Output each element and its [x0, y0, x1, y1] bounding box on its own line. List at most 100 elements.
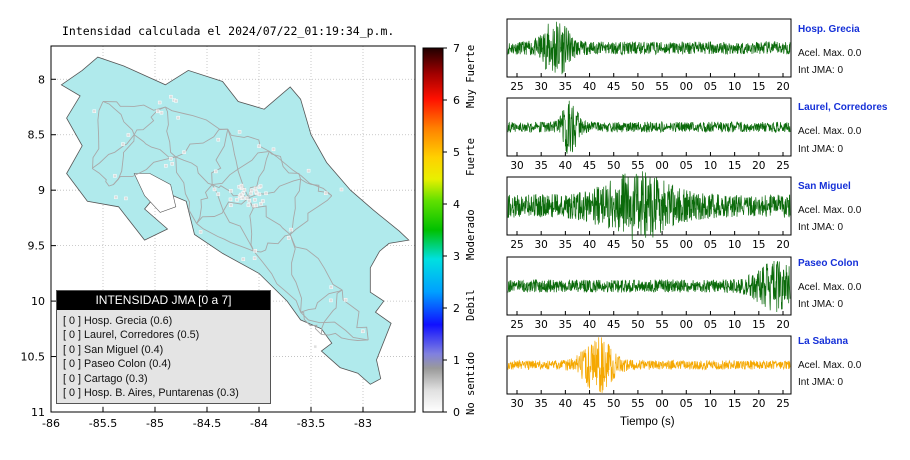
time-tick-label: 35 [534, 160, 547, 172]
city-marker [247, 199, 252, 203]
city-marker [237, 130, 242, 134]
city-marker [124, 196, 128, 201]
station-name: La Sabana [798, 336, 849, 347]
time-tick-label: 05 [680, 160, 693, 172]
city-marker [239, 192, 243, 197]
seismogram-panel: 25 30 35 40 45 50 55 00 05 10 15 20 [506, 171, 792, 251]
costa-rica-land [60, 56, 410, 385]
station-acel: Acel. Max. 0.0 [798, 126, 862, 137]
road [300, 311, 369, 341]
city-marker [261, 199, 265, 203]
time-tick-label: 30 [534, 319, 547, 331]
time-tick-label: 35 [559, 81, 572, 93]
time-tick-label: 05 [680, 398, 693, 410]
time-tick-label: 10 [704, 160, 717, 172]
city-marker [182, 150, 186, 154]
seismogram-panel: 25 30 35 40 45 50 55 00 05 10 15 20 [506, 256, 792, 331]
city-marker [339, 187, 344, 192]
road [92, 134, 135, 169]
legend-list: [ 0 ] Hosp. Grecia (0.6) [ 0 ] Laurel, C… [57, 310, 270, 400]
time-tick-label: 25 [776, 160, 789, 172]
time-tick-label: 40 [583, 319, 596, 331]
time-axis-label: Tiempo (s) [620, 416, 675, 428]
map-x-tick-label: -86 [42, 417, 60, 430]
road [269, 151, 333, 197]
station-name: Hosp. Grecia [798, 24, 860, 35]
road [227, 129, 250, 199]
seismogram-panel: 30 35 40 45 50 55 00 05 10 15 20 25 [506, 335, 792, 410]
time-tick-label: 15 [752, 239, 765, 251]
time-tick-label: 30 [534, 81, 547, 93]
time-tick-label: 55 [631, 398, 644, 410]
city-marker [264, 191, 268, 196]
city-marker [329, 298, 333, 303]
road [300, 311, 322, 335]
time-tick-label: 00 [680, 319, 693, 331]
map-x-tick-label: -84 [250, 417, 268, 430]
legend-item: [ 0 ] Laurel, Corredores (0.5) [63, 329, 200, 342]
time-tick-label: 45 [583, 398, 596, 410]
road [113, 156, 176, 185]
seismogram-panel: 30 35 40 45 50 55 00 05 10 15 20 25 [506, 97, 792, 172]
station-int: Int JMA: 0 [798, 299, 844, 310]
city-marker [170, 162, 174, 166]
city-marker [157, 100, 162, 105]
time-tick-label: 45 [607, 81, 620, 93]
city-marker [216, 137, 221, 142]
city-marker [361, 329, 365, 334]
time-tick-label: 25 [510, 81, 523, 93]
map-y-tick-label: 8 [38, 73, 45, 86]
scale-label-muy-fuerte: Muy Fuerte [465, 44, 477, 108]
legend-item: [ 0 ] Hosp. Grecia (0.6) [63, 315, 173, 327]
map-y-tick-label: 10 [31, 295, 45, 308]
scale-tick-label: 7 [453, 42, 460, 55]
time-tick-label: 40 [583, 239, 596, 251]
road [321, 332, 369, 341]
map-x-tick-label: -85 [146, 417, 164, 430]
legend-item: [ 0 ] Cartago (0.3) [63, 372, 148, 385]
waveform-line [507, 260, 791, 313]
time-tick-label: 40 [559, 398, 572, 410]
map-x-tick-label: -83.5 [297, 417, 325, 430]
city-marker [198, 230, 203, 234]
road [248, 151, 270, 198]
time-tick-label: 20 [776, 81, 789, 93]
road [269, 151, 302, 180]
station-int: Int JMA: 0 [798, 65, 844, 76]
time-tick-label: 50 [631, 319, 644, 331]
city-marker [239, 183, 244, 188]
city-marker [92, 109, 97, 113]
road [196, 184, 213, 224]
time-tick-label: 20 [752, 160, 765, 172]
road [91, 167, 114, 187]
road [196, 197, 249, 224]
scale-tick-label: 2 [453, 302, 460, 315]
city-marker [174, 99, 178, 103]
road [320, 289, 343, 335]
time-tick-label: 15 [728, 398, 741, 410]
road [289, 234, 302, 313]
time-tick-label: 05 [704, 81, 717, 93]
road [196, 223, 254, 252]
city-marker [253, 186, 258, 191]
time-tick-label: 45 [583, 160, 596, 172]
station-int: Int JMA: 0 [798, 144, 844, 155]
city-marker [126, 133, 131, 137]
road [289, 234, 343, 291]
city-marker [121, 142, 125, 146]
time-tick-label: 05 [704, 319, 717, 331]
time-tick-label: 30 [510, 398, 523, 410]
time-tick-label: 45 [607, 319, 620, 331]
time-tick-label: 15 [752, 319, 765, 331]
city-marker [212, 187, 217, 192]
time-tick-label: 10 [728, 319, 741, 331]
intensity-legend: INTENSIDAD JMA [0 a 7] [ 0 ] Hosp. Greci… [56, 290, 271, 404]
road [289, 195, 333, 235]
jma-color-scale [422, 47, 444, 413]
road [164, 106, 177, 158]
road [248, 197, 255, 252]
station-acel: Acel. Max. 0.0 [798, 360, 862, 371]
time-tick-label: 50 [631, 239, 644, 251]
time-tick-label: 15 [752, 81, 765, 93]
